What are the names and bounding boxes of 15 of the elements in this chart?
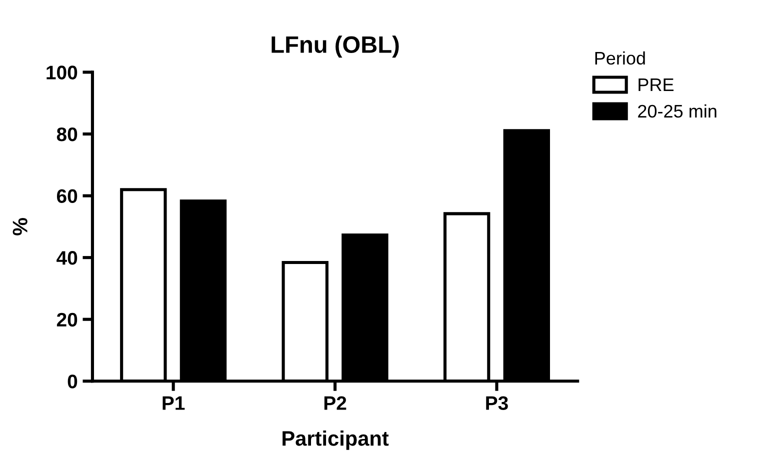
y-tick-label: 0 [68,374,78,388]
legend-label: PRE [638,78,674,91]
y-tick-label: 80 [56,127,78,142]
x-tick-label: P1 [162,396,185,410]
legend-label: 20-25 min [638,104,716,118]
y-tick-label: 40 [56,251,78,265]
y-tick-label: 100 [46,66,78,80]
y-tick-label: 20 [56,312,78,327]
y-axis-title: % [12,218,28,236]
legend-title: Period [595,51,645,65]
x-tick-label: P2 [324,396,346,410]
x-tick-label: P3 [486,396,508,410]
chart-title: LFnu (OBL) [272,36,399,58]
y-tick-label: 60 [56,189,78,204]
x-axis-title: Participant [282,430,389,450]
